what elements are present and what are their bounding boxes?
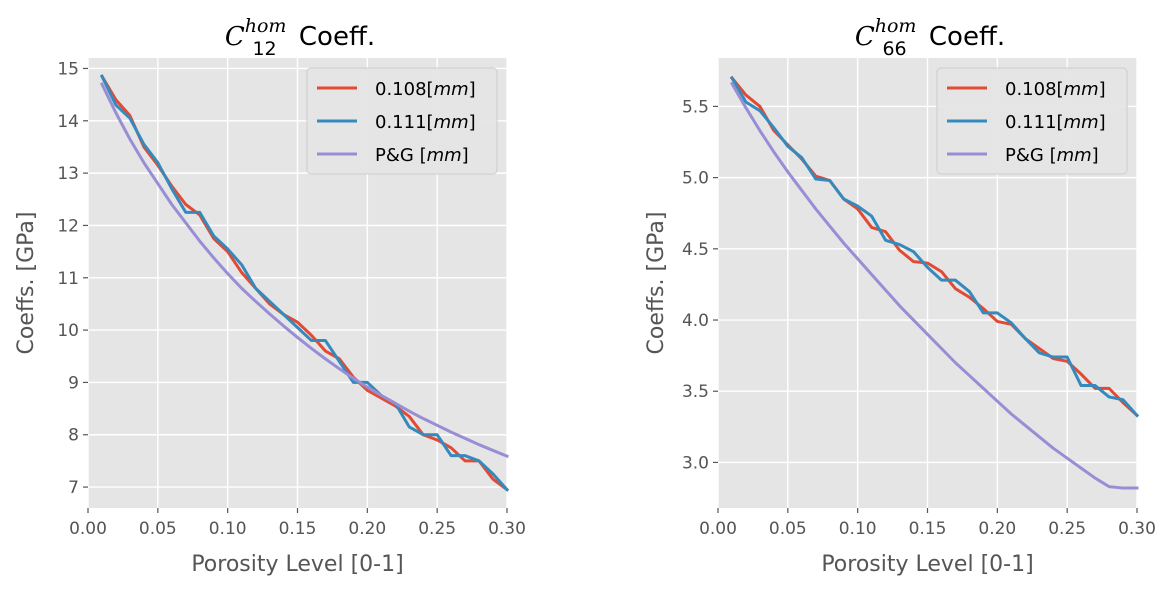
- y-tick-label: 3.0: [682, 453, 709, 473]
- x-tick-label: 0.00: [699, 519, 737, 539]
- legend-box: [306, 67, 498, 175]
- y-tick-label: 5.5: [682, 97, 709, 117]
- title-subscript: 12: [252, 38, 276, 60]
- y-tick-label: 4.5: [682, 240, 709, 260]
- x-tick-label: 0.30: [1118, 519, 1156, 539]
- series-line-2: [729, 81, 1139, 490]
- title-suffix: Coeff.: [291, 22, 376, 52]
- x-axis-label: Porosity Level [0-1]: [821, 552, 1033, 577]
- legend-label: 0.111[mm]: [375, 112, 476, 133]
- series-line-1: [99, 74, 510, 492]
- x-axis-label: Porosity Level [0-1]: [191, 552, 403, 577]
- x-tick-label: 0.15: [909, 519, 947, 539]
- title-symbol: C: [855, 22, 875, 52]
- chart-c66: 0.00 0.05 0.10 0.15 0.20 0.25 0.30 3.0 3.5 4.0 4.5…: [644, 15, 1156, 577]
- series-line-1: [729, 75, 1140, 418]
- y-tick-label: 11: [57, 269, 79, 289]
- y-tick-label: 9: [68, 373, 79, 393]
- chart-title: Chom 66 Coeff.: [855, 15, 1005, 60]
- x-tick-label: 0.00: [69, 519, 107, 539]
- legend: 0.108[mm] 0.111[mm] P&G [mm]: [936, 67, 1128, 175]
- y-axis-label: Coeffs. [GPa]: [644, 212, 669, 355]
- y-tick-label: 14: [57, 112, 79, 132]
- title-superscript: hom: [875, 15, 917, 37]
- legend-label: P&G [mm]: [1005, 145, 1099, 166]
- x-tick-label: 0.05: [769, 519, 807, 539]
- legend-label: P&G [mm]: [375, 145, 469, 166]
- y-tick-label: 8: [68, 426, 79, 446]
- x-tick-label: 0.25: [418, 519, 456, 539]
- x-tick-label: 0.25: [1048, 519, 1086, 539]
- legend-label: 0.111[mm]: [1005, 112, 1106, 133]
- x-tick-label: 0.20: [978, 519, 1016, 539]
- chart-c12: 0.00 0.05 0.10 0.15 0.20 0.25 0.30 7 8 9 10 11 12 13 1…: [14, 15, 526, 577]
- y-tick-label: 13: [57, 164, 79, 184]
- y-axis-label: Coeffs. [GPa]: [14, 212, 39, 355]
- title-subscript: 66: [882, 38, 906, 60]
- x-tick-label: 0.05: [139, 519, 177, 539]
- y-tick-label: 15: [57, 59, 79, 79]
- series-line-2: [99, 82, 509, 459]
- x-tick-label: 0.10: [839, 519, 877, 539]
- x-tick-label: 0.10: [209, 519, 247, 539]
- y-tick-label: 3.5: [682, 382, 709, 402]
- y-tick-label: 12: [57, 216, 79, 236]
- legend-box: [936, 67, 1128, 175]
- legend-label: 0.108[mm]: [375, 79, 476, 100]
- x-tick-label: 0.15: [279, 519, 317, 539]
- x-tick-label: 0.30: [488, 519, 526, 539]
- title-superscript: hom: [245, 15, 287, 37]
- title-symbol: C: [225, 22, 245, 52]
- y-tick-label: 7: [68, 478, 79, 498]
- x-tick-label: 0.20: [348, 519, 386, 539]
- y-tick-label: 10: [57, 321, 79, 341]
- legend: 0.108[mm] 0.111[mm] P&G [mm]: [306, 67, 498, 175]
- legend-label: 0.108[mm]: [1005, 79, 1106, 100]
- title-suffix: Coeff.: [921, 22, 1006, 52]
- chart-title: Chom 12 Coeff.: [225, 15, 375, 60]
- y-tick-label: 5.0: [682, 169, 709, 189]
- y-tick-label: 4.0: [682, 311, 709, 331]
